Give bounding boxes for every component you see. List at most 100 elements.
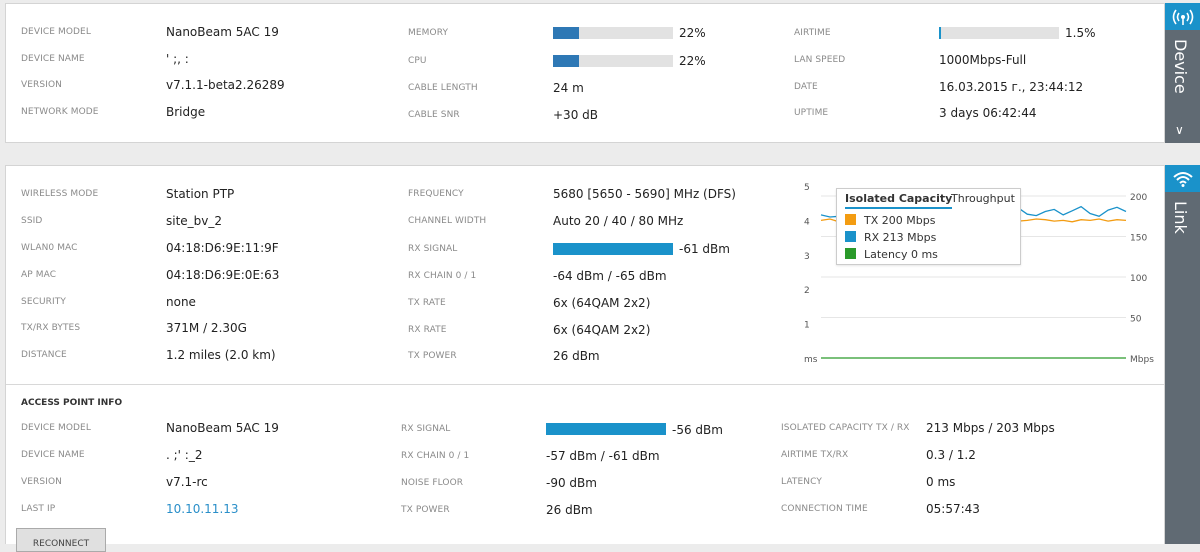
distance-value: 1.2 miles (2.0 km) [166,348,276,362]
lan-speed-value: 1000Mbps-Full [939,53,1027,67]
cable-length-value: 24 m [553,81,584,95]
frequency-value: 5680 [5650 - 5690] MHz (DFS) [553,187,736,201]
airtime-bar-fill [939,27,941,39]
legend-tabs: Isolated Capacity Throughput [837,189,1020,211]
rx-signal-bar [553,243,673,255]
legend-item-tx: TX 200 Mbps [845,214,935,227]
ap-device-model-label: DEVICE MODEL [21,423,91,433]
rx-rate-label: RX RATE [408,325,447,335]
rx-signal-value: -61 dBm [679,242,730,256]
reconnect-button[interactable]: RECONNECT [16,528,106,552]
cable-snr-value: +30 dB [553,108,598,122]
cable-snr-label: CABLE SNR [408,110,460,120]
ap-rx-chain-value: -57 dBm / -61 dBm [546,449,660,463]
left-tick-label: 5 [804,183,810,193]
ap-mac-value: 04:18:D6:9E:0E:63 [166,268,280,282]
right-tick-label: 200 [1130,193,1147,203]
ssid-label: SSID [21,216,43,226]
tx-power-label: TX POWER [408,351,457,361]
ap-device-model-value: NanoBeam 5AC 19 [166,421,279,435]
ap-tx-power-value: 26 dBm [546,503,593,517]
cpu-bar [553,55,673,67]
tx-rate-label: TX RATE [408,298,446,308]
wireless-mode-value: Station PTP [166,187,235,201]
ap-rx-signal-bar-fill [546,423,666,435]
network-mode-value: Bridge [166,105,206,119]
tx-rx-bytes-label: TX/RX BYTES [21,323,81,333]
link-panel: WIRELESS MODE Station PTP SSID site_bv_2… [5,165,1165,552]
rx-rate-value: 6x (64QAM 2x2) [553,323,651,337]
date-value: 16.03.2015 г., 23:44:12 [939,80,1084,94]
ap-tx-power-label: TX POWER [401,505,450,515]
ap-version-label: VERSION [21,477,62,487]
access-point-info-title: ACCESS POINT INFO [21,398,123,408]
right-tick-label: 150 [1130,234,1147,244]
wlan-mac-label: WLAN0 MAC [21,243,78,253]
left-tick-label: ms [804,355,818,365]
airtime-label: AIRTIME [794,28,831,38]
left-tick-label: 2 [804,286,810,296]
connection-time-value: 05:57:43 [926,502,980,516]
link-tab-label: Link [1171,201,1190,234]
isolated-capacity-value: 213 Mbps / 203 Mbps [926,421,1055,435]
latency-label: LATENCY [781,477,822,487]
rx-signal-bar-fill [553,243,673,255]
legend-latency-label: Latency 0 ms [864,248,938,261]
legend-tx-label: TX 200 Mbps [864,214,936,227]
noise-floor-value: -90 dBm [546,476,597,490]
ssid-value: site_bv_2 [166,214,223,228]
right-tick-label: 50 [1130,315,1142,325]
ap-mac-label: AP MAC [21,270,57,280]
distance-label: DISTANCE [21,350,67,360]
cable-length-label: CABLE LENGTH [408,83,478,93]
date-label: DATE [794,82,818,92]
isolated-capacity-label: ISOLATED CAPACITY TX / RX [781,423,910,433]
tab-throughput[interactable]: Throughput [951,192,1015,205]
memory-bar-fill [553,27,580,39]
uptime-label: UPTIME [794,108,829,118]
ap-rx-chain-label: RX CHAIN 0 / 1 [401,451,470,461]
device-panel: DEVICE MODEL NanoBeam 5AC 19 DEVICE NAME… [5,3,1165,143]
rx-chain-label: RX CHAIN 0 / 1 [408,271,477,281]
channel-width-label: CHANNEL WIDTH [408,216,487,226]
legend-item-rx: RX 213 Mbps [845,231,936,244]
tx-power-value: 26 dBm [553,349,600,363]
memory-value: 22% [679,26,706,40]
last-ip-link[interactable]: 10.10.11.13 [166,502,239,516]
security-label: SECURITY [21,297,66,307]
ap-rx-signal-label: RX SIGNAL [401,424,451,434]
network-mode-label: NETWORK MODE [21,107,99,117]
link-sidebar-tab[interactable]: Link [1165,165,1200,544]
channel-width-value: Auto 20 / 40 / 80 MHz [553,214,684,228]
ap-device-name-value: . ;' :_2 [166,448,203,462]
legend-rx-label: RX 213 Mbps [864,231,937,244]
section-divider [6,384,1164,385]
legend-item-latency: Latency 0 ms [845,248,938,261]
device-tab-label: Device [1171,39,1190,94]
tx-rate-value: 6x (64QAM 2x2) [553,296,651,310]
ap-version-value: v7.1-rc [166,475,208,489]
chevron-down-icon[interactable]: ∨ [1175,123,1184,137]
cpu-value: 22% [679,54,706,68]
version-value: v7.1.1-beta2.26289 [166,78,285,92]
ap-rx-signal-value: -56 dBm [672,423,723,437]
left-tick-label: 3 [804,252,810,262]
tx-rx-bytes-value: 371M / 2.30G [166,321,247,335]
security-value: none [166,295,196,309]
noise-floor-label: NOISE FLOOR [401,478,464,488]
cpu-bar-fill [553,55,580,67]
ap-airtime-label: AIRTIME TX/RX [781,450,849,460]
tx-swatch [845,214,856,225]
latency-value: 0 ms [926,475,956,489]
tab-isolated-capacity[interactable]: Isolated Capacity [845,192,953,209]
left-tick-label: 1 [804,321,810,331]
airtime-value: 1.5% [1065,26,1096,40]
device-model-label: DEVICE MODEL [21,27,91,37]
ap-airtime-value: 0.3 / 1.2 [926,448,976,462]
lan-speed-label: LAN SPEED [794,55,846,65]
device-name-label: DEVICE NAME [21,54,85,64]
device-sidebar-tab[interactable]: Device ∨ [1165,3,1200,143]
right-tick-label: 100 [1130,274,1147,284]
device-model-value: NanoBeam 5AC 19 [166,25,279,39]
left-tick-label: 4 [804,217,810,227]
